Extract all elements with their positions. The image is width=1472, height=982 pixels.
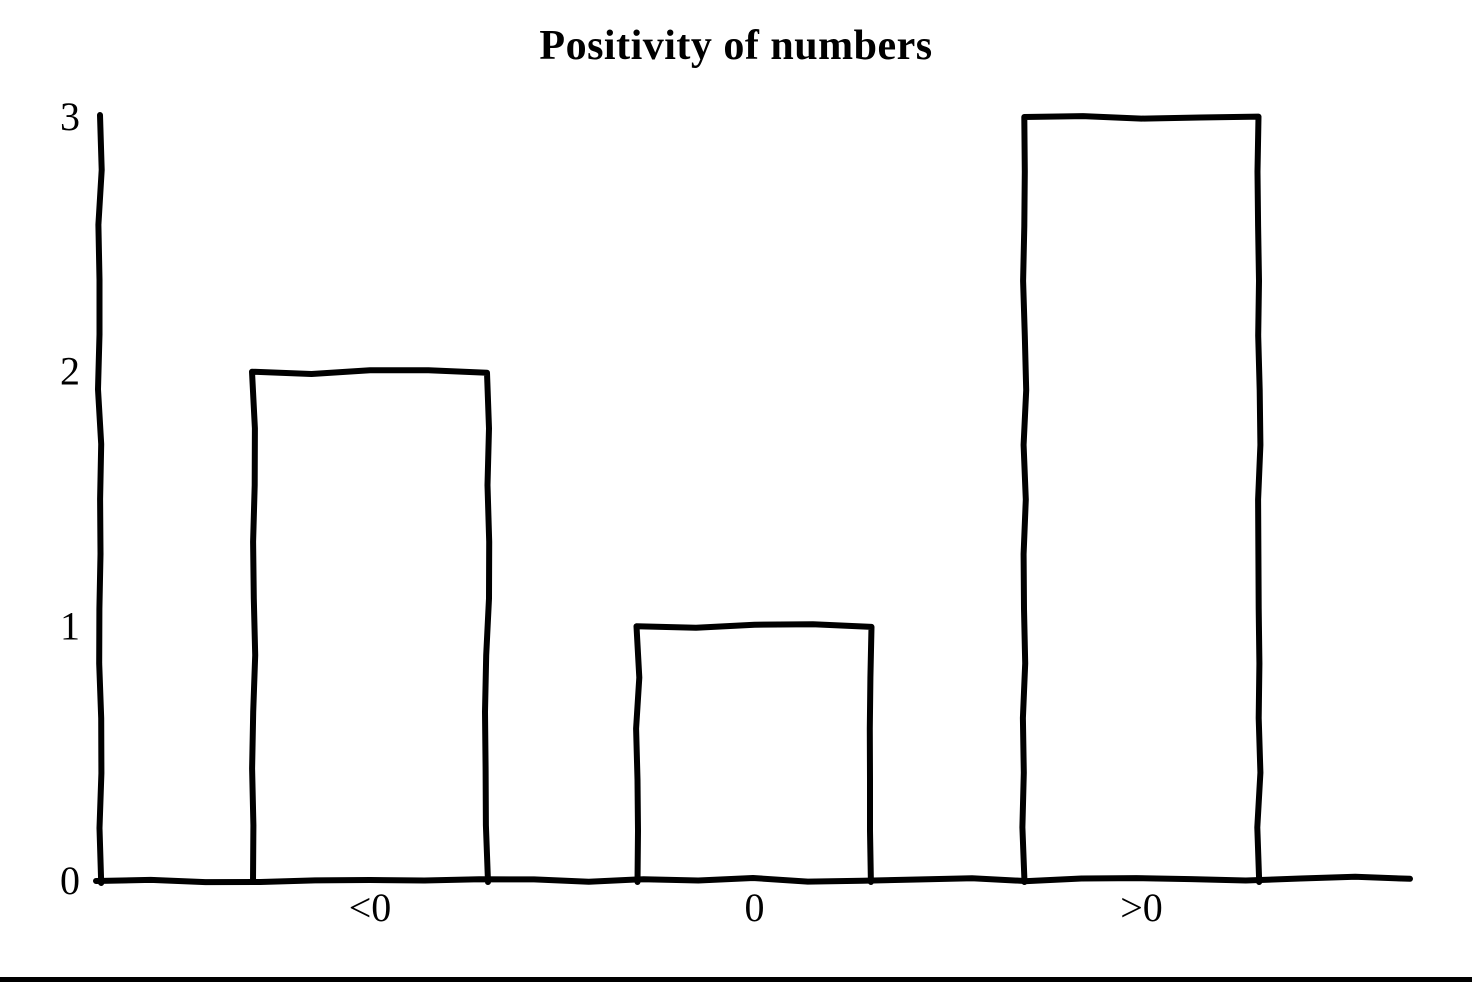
chart-title: Positivity of numbers (539, 23, 933, 69)
y-tick-label: 2 (60, 349, 80, 394)
y-axis (95, 112, 105, 886)
x-category-label: <0 (349, 885, 392, 930)
x-category-label: >0 (1120, 885, 1163, 930)
x-category-label: 0 (745, 885, 765, 930)
y-tick-label: 0 (60, 858, 80, 903)
y-tick-label: 3 (60, 94, 80, 139)
bar->0 (1019, 113, 1264, 885)
bottom-border (0, 977, 1472, 982)
bar-<0 (249, 367, 493, 885)
bar-0 (633, 621, 875, 885)
y-tick-label: 1 (60, 603, 80, 648)
x-axis (93, 873, 1413, 886)
